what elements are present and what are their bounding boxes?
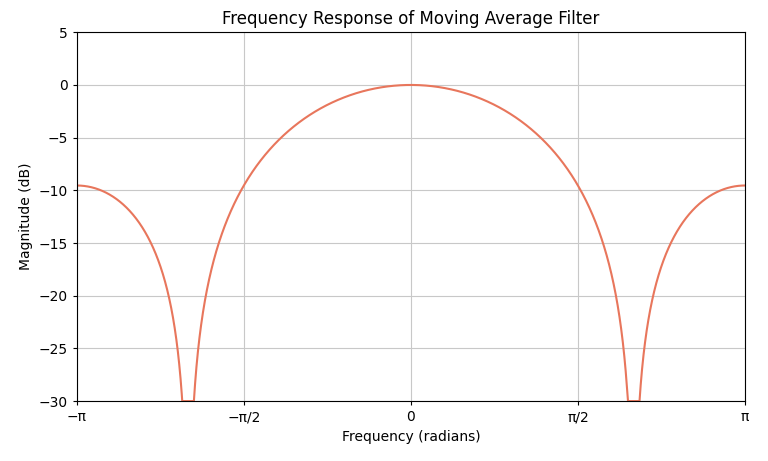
- X-axis label: Frequency (radians): Frequency (radians): [342, 430, 480, 443]
- Y-axis label: Magnitude (dB): Magnitude (dB): [19, 163, 33, 271]
- Title: Frequency Response of Moving Average Filter: Frequency Response of Moving Average Fil…: [222, 10, 600, 28]
